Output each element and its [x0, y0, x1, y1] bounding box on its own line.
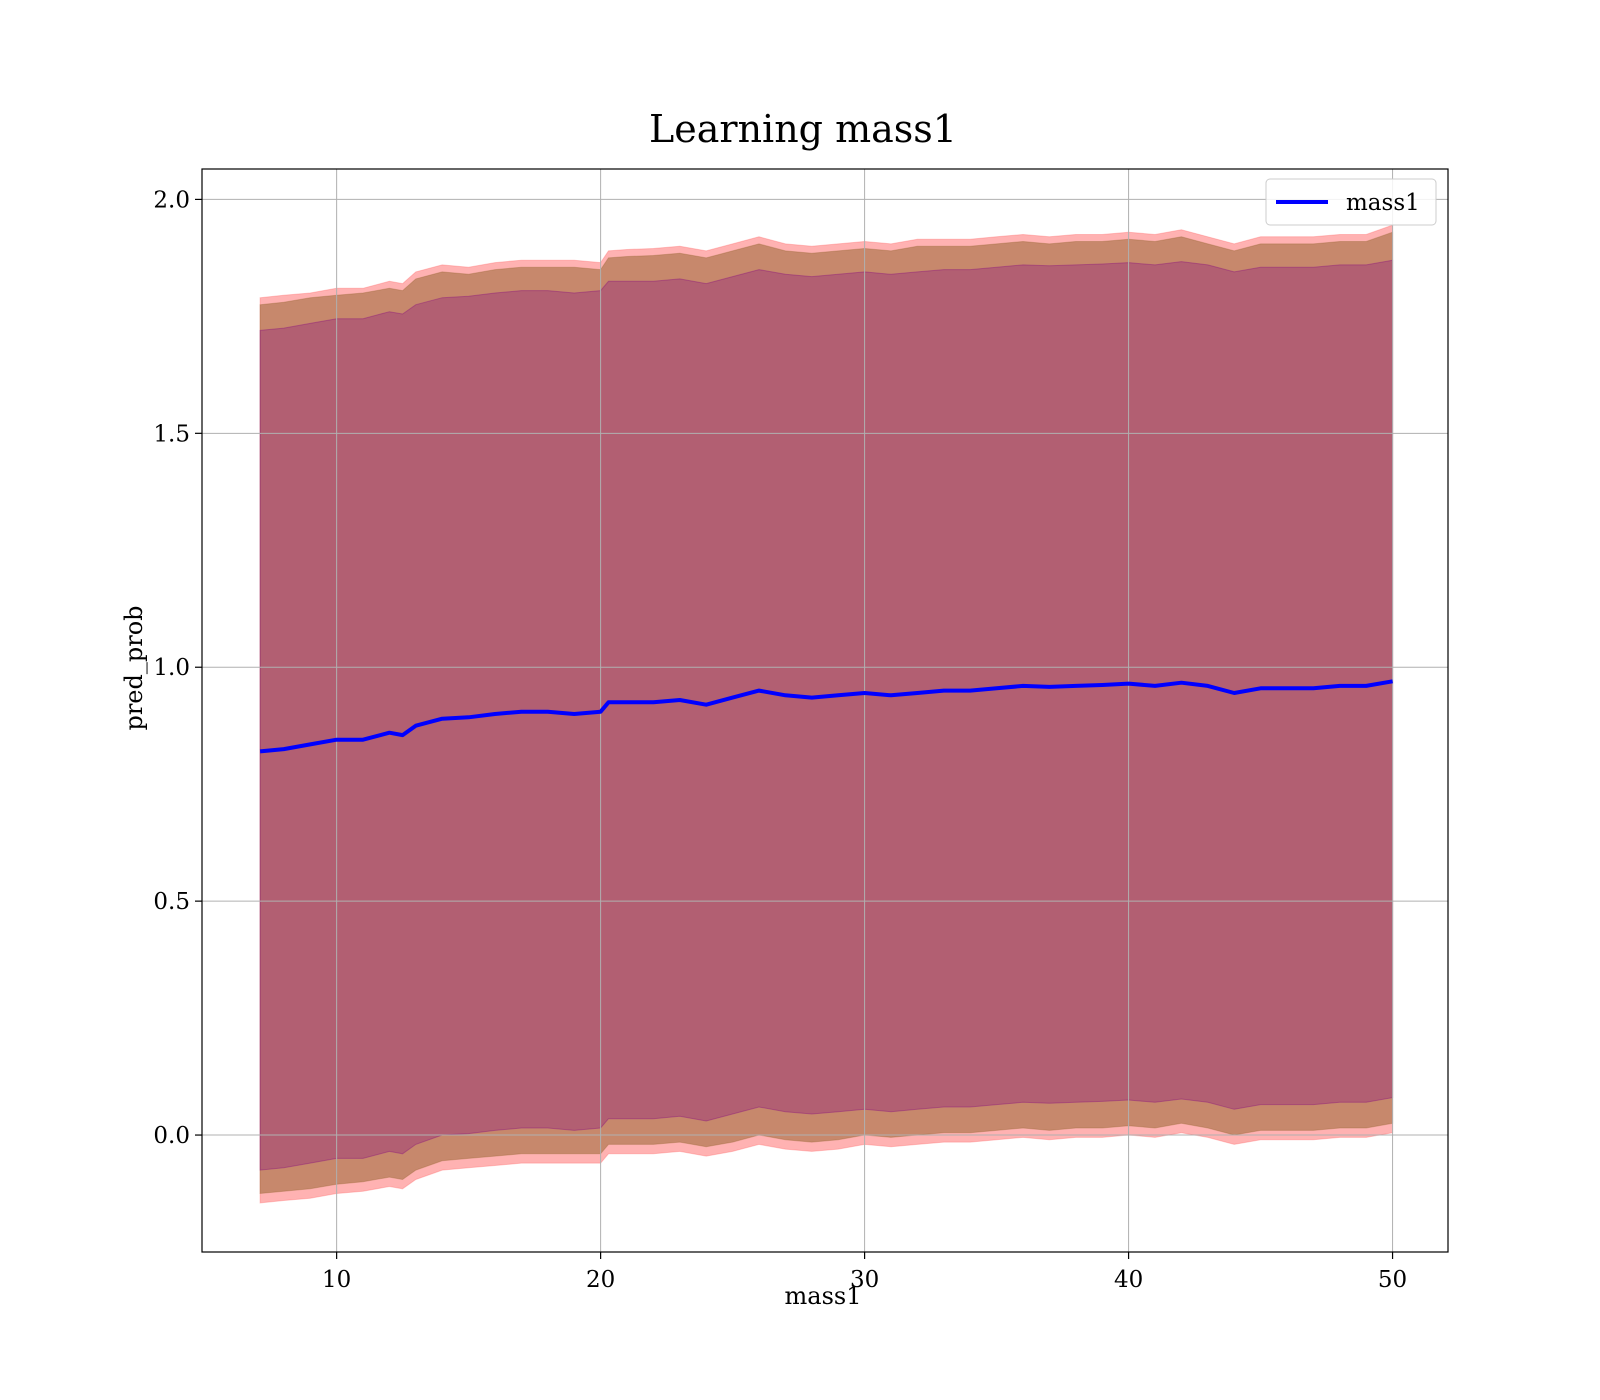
y-tick-label: 2.0 [153, 187, 190, 213]
grid [202, 169, 1448, 1252]
confidence-bands [259, 224, 1394, 1204]
y-axis: 0.0 0.5 1.0 1.5 2.0 [153, 187, 202, 1149]
x-tick-label: 10 [322, 1267, 351, 1293]
y-axis-label: pred_prob [120, 605, 148, 730]
y-tick-label: 0.5 [153, 889, 190, 915]
y-tick-label: 1.0 [153, 655, 190, 681]
y-tick-label: 1.5 [153, 421, 190, 447]
legend: mass1 [1265, 178, 1437, 226]
x-tick-label: 20 [586, 1267, 615, 1293]
plot-area [201, 168, 1449, 1253]
confidence-band-3 [259, 259, 1394, 1171]
legend-box [1265, 178, 1437, 226]
x-axis: 10 20 30 40 50 [322, 1252, 1407, 1293]
series-line-mass1 [259, 679, 1393, 754]
chart-title: Learning mass1 [649, 107, 957, 151]
legend-label-mass1: mass1 [1346, 190, 1420, 216]
x-tick-label: 50 [1378, 1267, 1407, 1293]
x-tick-label: 30 [850, 1267, 879, 1293]
x-tick-label: 40 [1114, 1267, 1143, 1293]
series-lines [259, 679, 1393, 754]
y-tick-label: 0.0 [153, 1123, 190, 1149]
x-axis-label: mass1 [785, 1282, 862, 1310]
plot-frame [201, 168, 1449, 1253]
